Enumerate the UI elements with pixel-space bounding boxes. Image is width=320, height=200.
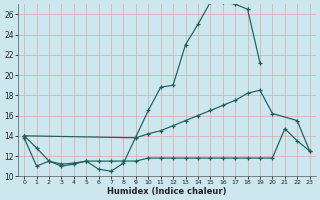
- X-axis label: Humidex (Indice chaleur): Humidex (Indice chaleur): [107, 187, 227, 196]
